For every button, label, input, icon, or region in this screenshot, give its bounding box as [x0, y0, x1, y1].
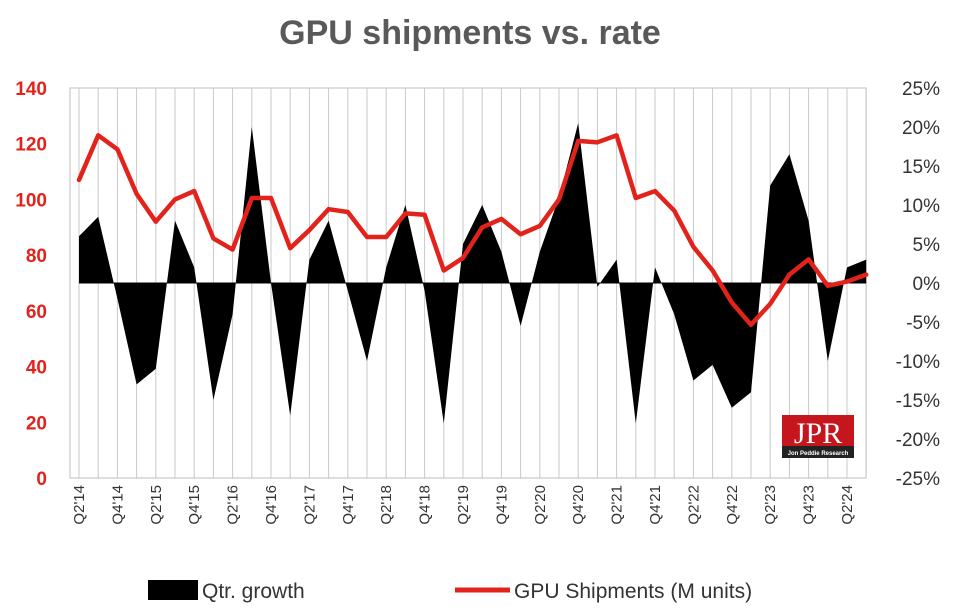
x-axis-tick-label: Q4'19 [493, 485, 510, 525]
right-axis-tick-label: 25% [902, 79, 940, 100]
right-axis-tick-label: -5% [906, 313, 940, 334]
right-axis-tick-label: -15% [896, 391, 940, 412]
right-y-axis: 25% 20% 15% 10% 5% 0% -5% -10% -15% -20% -25% [896, 79, 940, 490]
left-axis-tick-label: 20 [26, 413, 47, 434]
legend-item-gpu-shipments: GPU Shipments (M units) [455, 580, 752, 603]
x-axis-tick-label: Q4'23 [801, 485, 818, 525]
x-axis-tick-label: Q2'14 [71, 485, 88, 525]
x-axis-tick-label: Q4'22 [724, 485, 741, 525]
x-axis-tick-label: Q2'20 [532, 485, 549, 525]
left-axis-tick-label: 60 [26, 302, 47, 323]
legend-label-gpu-shipments: GPU Shipments (M units) [514, 580, 752, 603]
left-axis-tick-label: 100 [15, 190, 47, 211]
left-axis-tick-label: 80 [26, 246, 47, 267]
left-axis-tick-label: 140 [15, 79, 47, 100]
x-axis-tick-label: Q4'16 [263, 485, 280, 525]
right-axis-tick-label: 15% [902, 157, 940, 178]
x-axis-tick-label: Q2'16 [225, 485, 242, 525]
right-axis-tick-label: -20% [896, 430, 940, 451]
x-axis-tick-label: Q4'20 [570, 485, 587, 525]
x-axis-tick-label: Q2'21 [609, 485, 626, 525]
legend-label-qtr-growth: Qtr. growth [202, 580, 305, 603]
jpr-logo-text: JPR [794, 417, 842, 450]
qtr-growth-area-series [79, 123, 867, 424]
jpr-logo-band [782, 446, 854, 458]
x-axis-tick-label: Q4'14 [109, 485, 126, 525]
x-axis-tick-label: Q4'21 [647, 485, 664, 525]
x-axis-tick-label: Q2'17 [301, 485, 318, 525]
gpu-shipments-line-series [76, 133, 869, 328]
legend-item-qtr-growth: Qtr. growth [148, 580, 305, 603]
jpr-logo: JPR Jon Peddie Research [782, 415, 854, 458]
right-axis-tick-label: -10% [896, 352, 940, 373]
right-axis-tick-label: 0% [913, 274, 941, 295]
left-y-axis: 0 20 40 60 80 100 120 140 [15, 79, 47, 490]
right-axis-tick-label: -25% [896, 469, 940, 490]
x-axis-tick-label: Q2'15 [148, 485, 165, 525]
jpr-logo-subtext: Jon Peddie Research [788, 451, 849, 457]
x-axis: Q2'14 Q4'14 Q2'15 Q4'15 Q2'16 Q4'16 Q2'17 Q4'17… [71, 485, 856, 525]
legend-swatch-qtr-growth [148, 580, 198, 600]
left-axis-tick-label: 120 [15, 135, 47, 156]
x-axis-tick-label: Q2'19 [455, 485, 472, 525]
gpu-shipments-line [76, 133, 869, 328]
legend: Qtr. growth GPU Shipments (M units) [148, 580, 752, 603]
x-axis-tick-label: Q2'22 [685, 485, 702, 525]
qtr-growth-area [79, 123, 867, 424]
chart-title: GPU shipments vs. rate [279, 14, 661, 52]
x-axis-tick-label: Q4'18 [417, 485, 434, 525]
right-axis-tick-label: 5% [913, 235, 941, 256]
x-axis-tick-label: Q2'23 [762, 485, 779, 525]
x-axis-tick-label: Q4'15 [186, 485, 203, 525]
x-axis-tick-label: Q4'17 [340, 485, 357, 525]
right-axis-tick-label: 10% [902, 196, 940, 217]
right-axis-tick-label: 20% [902, 118, 940, 139]
left-axis-tick-label: 0 [36, 469, 47, 490]
x-axis-tick-label: Q2'18 [378, 485, 395, 525]
left-axis-tick-label: 40 [26, 358, 47, 379]
x-axis-tick-label: Q2'24 [839, 485, 856, 525]
